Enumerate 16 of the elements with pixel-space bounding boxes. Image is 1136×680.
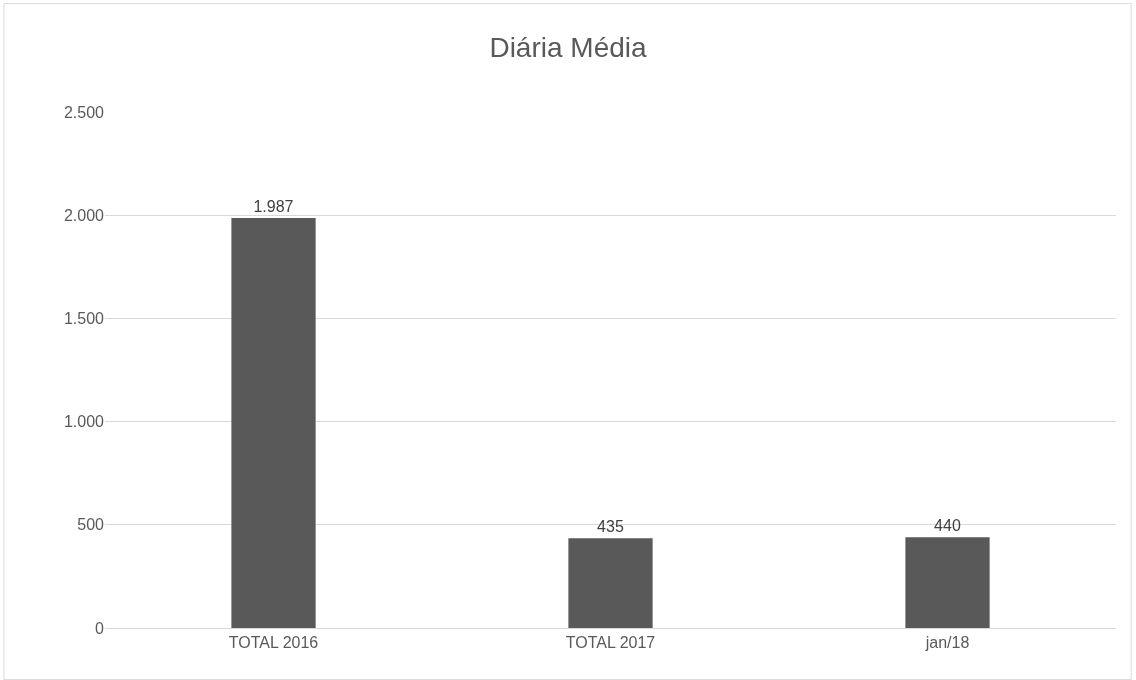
data-label: 440 [934, 517, 961, 535]
x-tick-label: jan/18 [924, 634, 970, 652]
x-tick-label: TOTAL 2017 [565, 634, 656, 652]
data-label: 1.987 [253, 197, 294, 215]
bar [568, 538, 653, 628]
y-tick-label: 2.000 [63, 206, 105, 224]
x-tick-label: TOTAL 2016 [228, 634, 319, 652]
y-tick-label: 500 [77, 516, 105, 534]
chart-title: Diária Média [489, 32, 648, 64]
y-tick-label: 0 [95, 619, 105, 637]
data-label: 435 [597, 518, 624, 536]
bar [905, 537, 990, 628]
y-tick-label: 2.500 [63, 103, 105, 121]
y-tick-label: 1.000 [63, 413, 105, 431]
y-tick-label: 1.500 [63, 310, 105, 327]
bar [231, 217, 316, 628]
